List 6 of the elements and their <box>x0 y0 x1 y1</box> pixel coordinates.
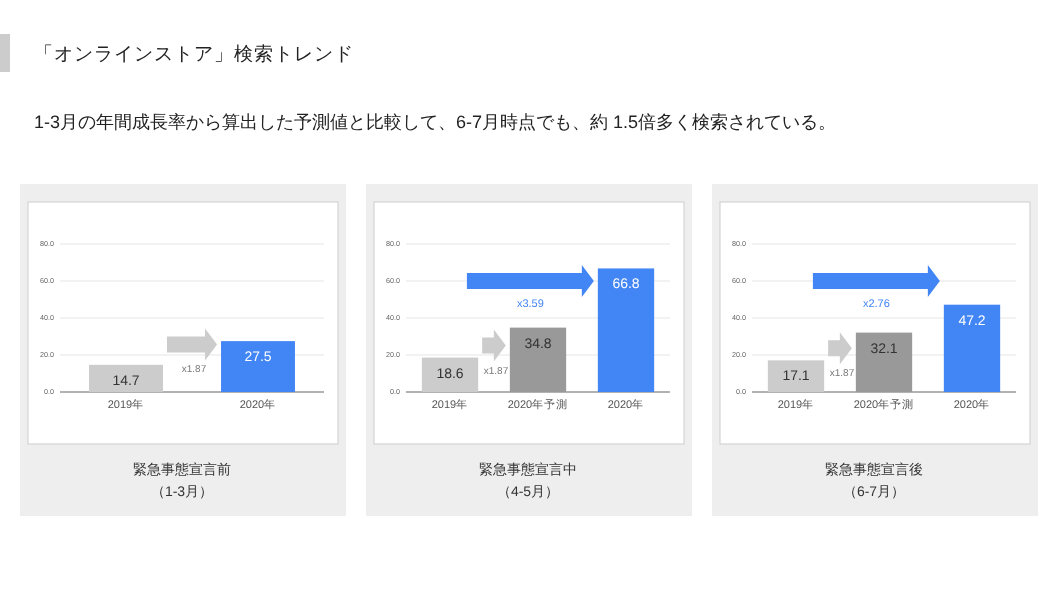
bar <box>767 360 825 392</box>
chart-title: 「オンラインストア」検索トレンド <box>34 42 354 66</box>
text: 1-3月の年間成長率から算出した予測値と比較して、6-7月時点でも、約 1.5倍多く検索されている。 <box>34 112 837 132</box>
bar <box>597 268 655 392</box>
bar <box>943 304 1001 392</box>
bar <box>421 357 479 392</box>
